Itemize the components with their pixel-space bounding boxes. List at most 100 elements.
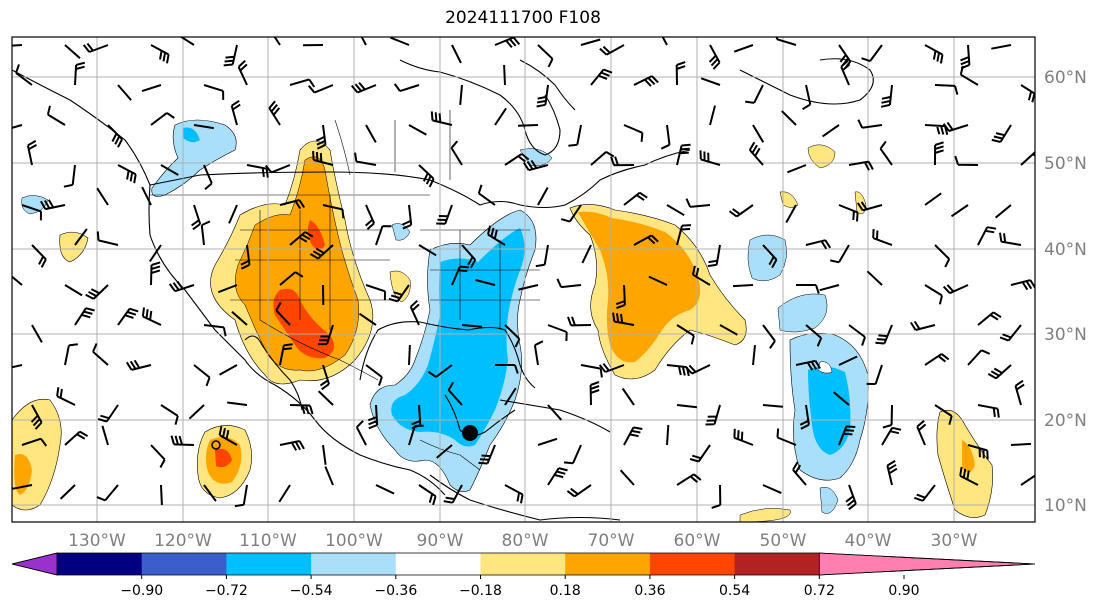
wind-barb [708, 44, 721, 70]
wind-barb [179, 37, 195, 46]
wind-barb [461, 324, 482, 328]
wind-barb [752, 345, 756, 366]
wind-barb [691, 265, 711, 286]
wind-barb [193, 124, 214, 130]
wind-barb [795, 359, 821, 371]
wind-barb [589, 381, 600, 406]
colorbar-segment [226, 553, 312, 575]
wind-barb [875, 324, 893, 345]
wind-barb [59, 484, 76, 500]
wind-barb [848, 160, 874, 171]
wind-barb [881, 426, 902, 446]
wind-barb [447, 381, 463, 406]
wind-barb [942, 284, 969, 295]
wind-barb [375, 484, 395, 495]
wind-barb [566, 484, 592, 498]
wind-barb [781, 110, 797, 126]
wind-barb [689, 444, 711, 463]
wind-barb [31, 324, 43, 343]
wind-barb [518, 284, 539, 291]
wind-barb [994, 204, 1012, 219]
wind-barb [785, 204, 797, 223]
wind-barb [418, 244, 437, 257]
wind-barb [389, 37, 410, 46]
wind-barb [21, 204, 42, 221]
colorbar-segment [395, 553, 481, 575]
wind-barb [365, 204, 376, 231]
wind-barb [101, 425, 109, 446]
wind-barb [805, 239, 832, 250]
wind-barb [408, 424, 424, 446]
wind-barb [461, 244, 477, 269]
wind-barb [598, 362, 625, 373]
wind-barb [610, 156, 635, 167]
colorbar-tick-label: −0.54 [290, 583, 333, 599]
wind-barb [676, 224, 692, 246]
wind-barb [685, 198, 711, 208]
wind-barb [733, 44, 754, 53]
wind-barb [700, 77, 721, 86]
wind-barb [547, 404, 563, 421]
wind-barb [762, 404, 783, 408]
wind-barb [676, 404, 698, 409]
wind-barb [443, 484, 463, 504]
wind-barb [63, 164, 76, 188]
wind-barb [354, 152, 377, 166]
wind-barb [430, 111, 453, 126]
wind-barb [748, 141, 764, 166]
wind-barb [246, 164, 269, 178]
wind-barb [203, 84, 225, 100]
wind-barb [494, 37, 521, 49]
wind-barb [633, 75, 659, 87]
colorbar-segment [141, 553, 227, 575]
lat-label: 20°N [1044, 411, 1087, 431]
lat-label: 30°N [1044, 325, 1087, 345]
wind-barb [64, 430, 89, 446]
wind-barb [866, 364, 883, 385]
lon-label: 70°W [588, 531, 635, 551]
wind-barb [666, 204, 685, 217]
wind-barb [699, 150, 721, 166]
wind-barb [436, 204, 453, 225]
lon-label: 100°W [325, 531, 383, 551]
lon-label: 40°W [845, 531, 892, 551]
wind-barb [517, 124, 539, 127]
wind-barb [324, 466, 334, 486]
wind-barb [150, 444, 166, 468]
wind-barb [273, 37, 281, 46]
wind-barb [56, 387, 76, 406]
wind-barb [289, 404, 314, 415]
wind-barb [711, 484, 722, 509]
colorbar-segment [311, 553, 397, 575]
lon-label: 110°W [239, 531, 297, 551]
wind-barb [107, 124, 123, 148]
wind-barb [74, 307, 95, 326]
wind-barb [148, 244, 162, 263]
wind-barb [504, 153, 530, 166]
wind-barb [745, 84, 764, 104]
wind-barb [615, 284, 626, 310]
wind-barb [536, 84, 549, 108]
lat-label: 40°N [1044, 240, 1087, 260]
wind-barb [125, 359, 152, 371]
wind-barb [799, 404, 810, 430]
wind-barb [279, 199, 306, 210]
wind-barb [418, 164, 435, 188]
wind-barb [861, 44, 883, 63]
wind-barb [322, 444, 327, 465]
wind-barb [393, 83, 420, 93]
wind-barb [117, 164, 137, 184]
wind-barb [987, 364, 1012, 380]
wind-barb [92, 343, 109, 366]
wind-barb [660, 124, 671, 150]
lon-label: 120°W [154, 531, 212, 551]
wind-barb [924, 192, 942, 206]
wind-barb [309, 244, 334, 260]
wind-barb [924, 284, 943, 305]
wind-barb [959, 65, 979, 86]
wind-barb [365, 284, 386, 301]
wind-barb [117, 307, 139, 326]
wind-barb [40, 199, 66, 211]
wind-barb [64, 44, 81, 60]
colorbar-extend-high [818, 552, 1036, 576]
